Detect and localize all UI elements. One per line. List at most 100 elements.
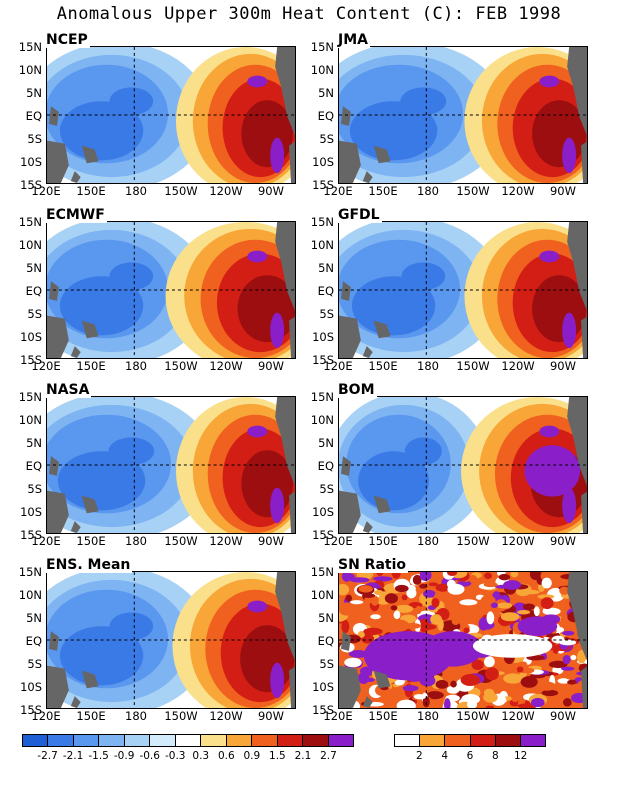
lon-tick-label: 150W <box>164 709 198 723</box>
warm-max-north <box>247 250 268 263</box>
map-frame <box>46 221 296 359</box>
map-frame <box>338 221 588 359</box>
map-plot <box>47 47 295 183</box>
lon-tick-label: 120E <box>31 359 61 373</box>
sn-blob <box>437 618 444 631</box>
lat-tick-label: 5N <box>318 86 334 100</box>
sn-blob <box>485 705 495 708</box>
cool-pool-core2 <box>401 262 446 290</box>
land-mass <box>289 666 295 708</box>
lat-tick-label: EQ <box>317 284 334 298</box>
sn-blob <box>451 618 460 626</box>
panel-title: SN Ratio <box>336 557 409 573</box>
colorbar-tick-label: 1.5 <box>269 750 286 762</box>
sn-blob <box>562 698 572 707</box>
map-frame <box>46 46 296 184</box>
sn-blob <box>431 598 440 608</box>
lat-tick-label: 15S <box>312 703 334 717</box>
lon-tick-label: 120W <box>209 184 243 198</box>
sn-blob <box>486 611 495 625</box>
land-mass <box>362 521 373 533</box>
sn-blob <box>511 693 519 703</box>
lat-tick-label: EQ <box>317 634 334 648</box>
sn-blob <box>363 627 383 636</box>
sn-blob <box>559 586 570 595</box>
lon-tick-label: 180 <box>417 709 439 723</box>
sn-blob <box>500 612 520 622</box>
sn-blob <box>404 622 422 629</box>
colorbar-swatch <box>495 735 521 746</box>
lat-tick-label: 15S <box>20 703 42 717</box>
sn-blob <box>463 627 470 634</box>
lat-tick-label: 10S <box>20 680 42 694</box>
land-mass <box>81 320 99 339</box>
panel-title: ECMWF <box>44 207 107 223</box>
sn-blob <box>415 605 422 615</box>
lat-tick-label: 15N <box>18 40 42 54</box>
lon-tick-label: 150E <box>368 709 398 723</box>
lon-tick-label: 180 <box>125 184 147 198</box>
sn-blob <box>562 654 571 665</box>
cool-pool-core2 <box>404 437 442 465</box>
lon-tick-label: 150W <box>456 709 490 723</box>
cool-pool-core <box>59 101 144 161</box>
lat-tick-label: 10N <box>18 413 42 427</box>
sn-blob <box>402 685 419 692</box>
lat-tick-label: EQ <box>317 459 334 473</box>
lat-tick-label: EQ <box>25 634 42 648</box>
lat-tick-label: 10S <box>312 680 334 694</box>
map-plot <box>339 572 587 708</box>
sn-blob <box>349 577 370 583</box>
map-panel: ECMWF <box>44 208 296 359</box>
sn-blob <box>519 595 536 606</box>
sn-blob <box>341 620 350 634</box>
land-mass <box>47 140 69 183</box>
lon-tick-label: 120W <box>501 709 535 723</box>
sn-blob <box>376 572 384 577</box>
colorbar-tick-label: -2.7 <box>37 750 58 762</box>
lon-tick-label: 150E <box>368 359 398 373</box>
sn-blob <box>459 599 478 606</box>
lon-tick-label: 120E <box>323 359 353 373</box>
lon-tick-label: 90W <box>257 709 284 723</box>
colorbar-swatch <box>470 735 496 746</box>
land-mass <box>340 281 351 301</box>
colorbar-tick-label: -2.1 <box>62 750 84 762</box>
sn-blob <box>522 603 535 611</box>
warm-max-south <box>562 312 577 349</box>
lon-tick-label: 120W <box>209 534 243 548</box>
colorbar-tick-label: -1.5 <box>88 750 109 762</box>
cool-pool-core2 <box>108 437 155 465</box>
lat-tick-label: 10N <box>18 588 42 602</box>
map-frame <box>46 396 296 534</box>
sn-blob <box>460 674 480 687</box>
lon-tick-label: 150E <box>76 184 106 198</box>
sn-blob <box>490 602 499 609</box>
sn-blob <box>419 583 428 589</box>
sn-blob <box>485 667 499 681</box>
sn-blob <box>540 597 554 610</box>
sn-blob <box>576 650 587 664</box>
land-mass <box>48 281 59 301</box>
land-mass <box>81 145 99 164</box>
lon-tick-label: 120W <box>209 709 243 723</box>
sn-blob <box>517 609 531 615</box>
colorbar-tick-label: -0.3 <box>164 750 186 762</box>
colorbar-swatch <box>252 735 278 746</box>
lon-tick-label: 120W <box>501 359 535 373</box>
land-mass <box>567 572 587 661</box>
warm-pool-peak <box>241 450 294 518</box>
sn-blob <box>520 676 538 688</box>
sn-blob <box>542 607 561 616</box>
sn-blob <box>423 590 436 598</box>
land-mass <box>581 316 587 358</box>
sn-blob <box>548 660 568 669</box>
map-panel: BOM <box>336 383 588 534</box>
lon-tick-label: 90W <box>549 359 576 373</box>
lat-tick-label: 5N <box>318 611 334 625</box>
lon-tick-label: 150E <box>76 359 106 373</box>
warm-max-north <box>539 75 560 88</box>
lat-tick-label: 5S <box>27 307 42 321</box>
sn-blob <box>441 667 461 679</box>
land-mass <box>47 315 69 358</box>
